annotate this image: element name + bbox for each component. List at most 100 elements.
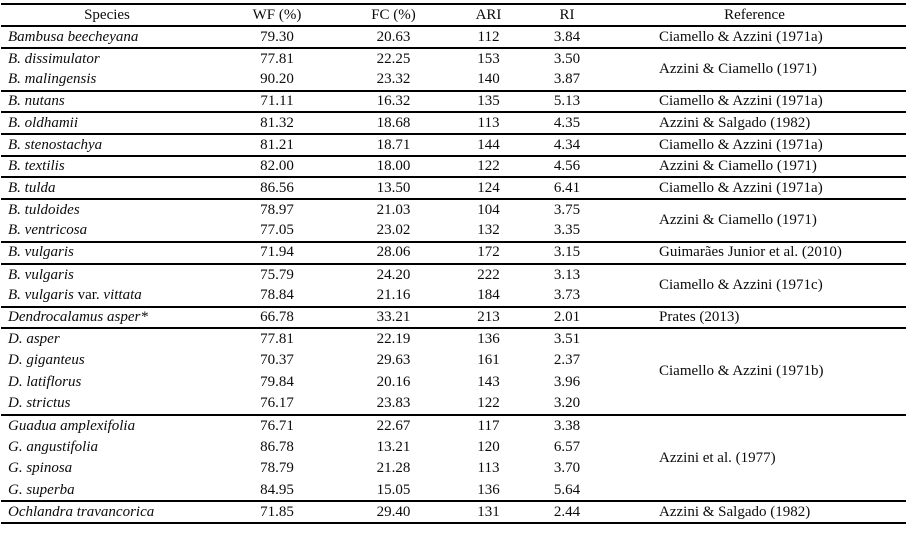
wf-cell: 82.00: [213, 155, 341, 179]
ari-cell: 117: [477, 417, 500, 434]
ari-cell: 135: [446, 90, 531, 114]
species-cell: Ochlandra travancorica: [1, 501, 213, 524]
species-data-table: Species WF (%) FC (%) ARI RI Reference B…: [1, 3, 906, 524]
species-cell: B. nutans: [1, 90, 213, 114]
table-row: B. tulda 86.56 13.50 124 6.41 Ciamello & Azzi…: [1, 177, 906, 200]
ri-cell: 3.15: [531, 241, 603, 265]
table-row: B. tuldoides 78.97 21.03 104 3.75 Azzini & Ci…: [1, 198, 906, 243]
fc-cell: 23.83: [341, 393, 446, 416]
fc-cell: 20.16: [376, 374, 411, 391]
fc-cell: 15.05: [341, 479, 446, 503]
ari-cell: 104: [477, 201, 500, 218]
ari-cell: 184: [446, 285, 531, 308]
reference-cell: Azzini & Salgado (1982): [603, 112, 906, 135]
table-row: G. superba 84.95 15.05 136 5.64: [1, 479, 906, 503]
ari-cell: 136: [477, 331, 500, 348]
ari-cell: 222: [477, 266, 500, 283]
ri-cell: 3.75: [553, 201, 581, 218]
fc-cell: 21.03: [376, 201, 411, 218]
fc-cell: 13.21: [376, 438, 411, 455]
ari-cell: 122: [446, 393, 531, 416]
table-row: D. giganteus 70.37 29.63 161 2.37: [1, 350, 906, 372]
ri-cell: 3.84: [531, 26, 603, 49]
table-row: G. angustifolia 86.78 13.21 120 6.57: [1, 436, 906, 458]
species-cell: D. latiflorus: [8, 374, 82, 391]
table-row: B. stenostachya 81.21 18.71 144 4.34 Ciamello…: [1, 133, 906, 157]
ri-cell: 3.20: [531, 393, 603, 416]
ri-cell: 3.51: [553, 331, 581, 348]
column-header-ri: RI: [531, 4, 603, 27]
ari-cell: 113: [477, 460, 500, 477]
ri-cell: 3.13: [553, 266, 581, 283]
fc-cell: 21.16: [341, 285, 446, 308]
species-cell: B. dissimulator: [8, 50, 100, 67]
species-cell: B. oldhamii: [1, 112, 213, 135]
table-row: B. vulgaris var. vittata 78.84 21.16 184 3.7…: [1, 285, 906, 308]
table-row: B. dissimulator 77.81 22.25 153 3.50 Azzini &…: [1, 47, 906, 92]
reference-cell: Azzini & Salgado (1982): [603, 501, 906, 524]
reference-cell: Ciamello & Azzini (1971a): [603, 90, 906, 114]
wf-cell: 81.32: [213, 112, 341, 135]
reference-cell: Guimarães Junior et al. (2010): [603, 241, 906, 265]
wf-cell: 77.05: [213, 220, 341, 243]
species-cell: G. angustifolia: [8, 438, 99, 455]
species-cell: D. strictus: [1, 393, 213, 416]
ri-cell: 3.87: [531, 69, 603, 92]
column-header-wf: WF (%): [213, 4, 341, 27]
wf-cell: 66.78: [213, 306, 341, 330]
ri-cell: 3.96: [553, 374, 581, 391]
wf-cell: 76.17: [213, 393, 341, 416]
fc-cell: 13.50: [341, 177, 446, 200]
ari-cell: 132: [446, 220, 531, 243]
ri-cell: 3.38: [553, 417, 581, 434]
ari-cell: 112: [446, 26, 531, 49]
ari-cell: 143: [477, 374, 500, 391]
ari-cell: 153: [477, 50, 500, 67]
fc-cell: 28.06: [341, 241, 446, 265]
species-cell: B. vulgaris: [1, 241, 213, 265]
table-row: Dendrocalamus asper* 66.78 33.21 213 2.01 Pra…: [1, 306, 906, 330]
wf-cell: 86.56: [213, 177, 341, 200]
fc-cell: 20.63: [341, 26, 446, 49]
fc-cell: 18.68: [341, 112, 446, 135]
species-cell: G. spinosa: [8, 460, 73, 477]
column-header-fc: FC (%): [341, 4, 446, 27]
table-row: B. oldhamii 81.32 18.68 113 4.35 Azzini & Sal…: [1, 112, 906, 135]
wf-cell: 84.95: [213, 479, 341, 503]
ari-cell: 113: [446, 112, 531, 135]
species-cell: D. asper: [8, 331, 60, 348]
column-header-species: Species: [1, 4, 213, 27]
table-row: D. latiflorus 79.84 20.16 143 3.96: [1, 372, 906, 394]
ri-cell: 4.34: [531, 133, 603, 157]
table-row: B. vulgaris 75.79 24.20 222 3.13 Ciamello & A…: [1, 263, 906, 308]
wf-cell: 77.81: [260, 50, 294, 67]
table-row: D. asper 77.81 22.19 136 3.51 Ciamello & Azzi…: [1, 328, 906, 416]
fc-cell: 21.28: [376, 460, 411, 477]
table-row: Ochlandra travancorica 71.85 29.40 131 2.44 A…: [1, 501, 906, 524]
wf-cell: 76.71: [260, 417, 294, 434]
table-row: B. textilis 82.00 18.00 122 4.56 Azzini & Cia…: [1, 155, 906, 179]
ari-cell: 136: [446, 479, 531, 503]
fc-cell: 22.67: [376, 417, 411, 434]
ri-cell: 6.57: [553, 438, 581, 455]
fc-cell: 24.20: [376, 266, 411, 283]
ri-cell: 2.37: [553, 352, 581, 369]
wf-cell: 79.30: [213, 26, 341, 49]
species-cell: B. vulgaris: [8, 266, 74, 283]
species-cell: B. stenostachya: [1, 133, 213, 157]
ri-cell: 3.70: [553, 460, 581, 477]
species-cell: D. giganteus: [8, 352, 85, 369]
wf-cell: 77.81: [260, 331, 294, 348]
wf-cell: 78.97: [260, 201, 294, 218]
fc-cell: 29.63: [376, 352, 411, 369]
ri-cell: 3.50: [553, 50, 581, 67]
ari-cell: 124: [446, 177, 531, 200]
wf-cell: 78.84: [213, 285, 341, 308]
fc-cell: 22.25: [376, 50, 411, 67]
species-cell: Bambusa beecheyana: [1, 26, 213, 49]
wf-cell: 71.11: [213, 90, 341, 114]
species-cell: B. malingensis: [1, 69, 213, 92]
wf-cell: 71.94: [213, 241, 341, 265]
reference-cell: Ciamello & Azzini (1971a): [603, 133, 906, 157]
table-row: G. spinosa 78.79 21.28 113 3.70: [1, 458, 906, 480]
